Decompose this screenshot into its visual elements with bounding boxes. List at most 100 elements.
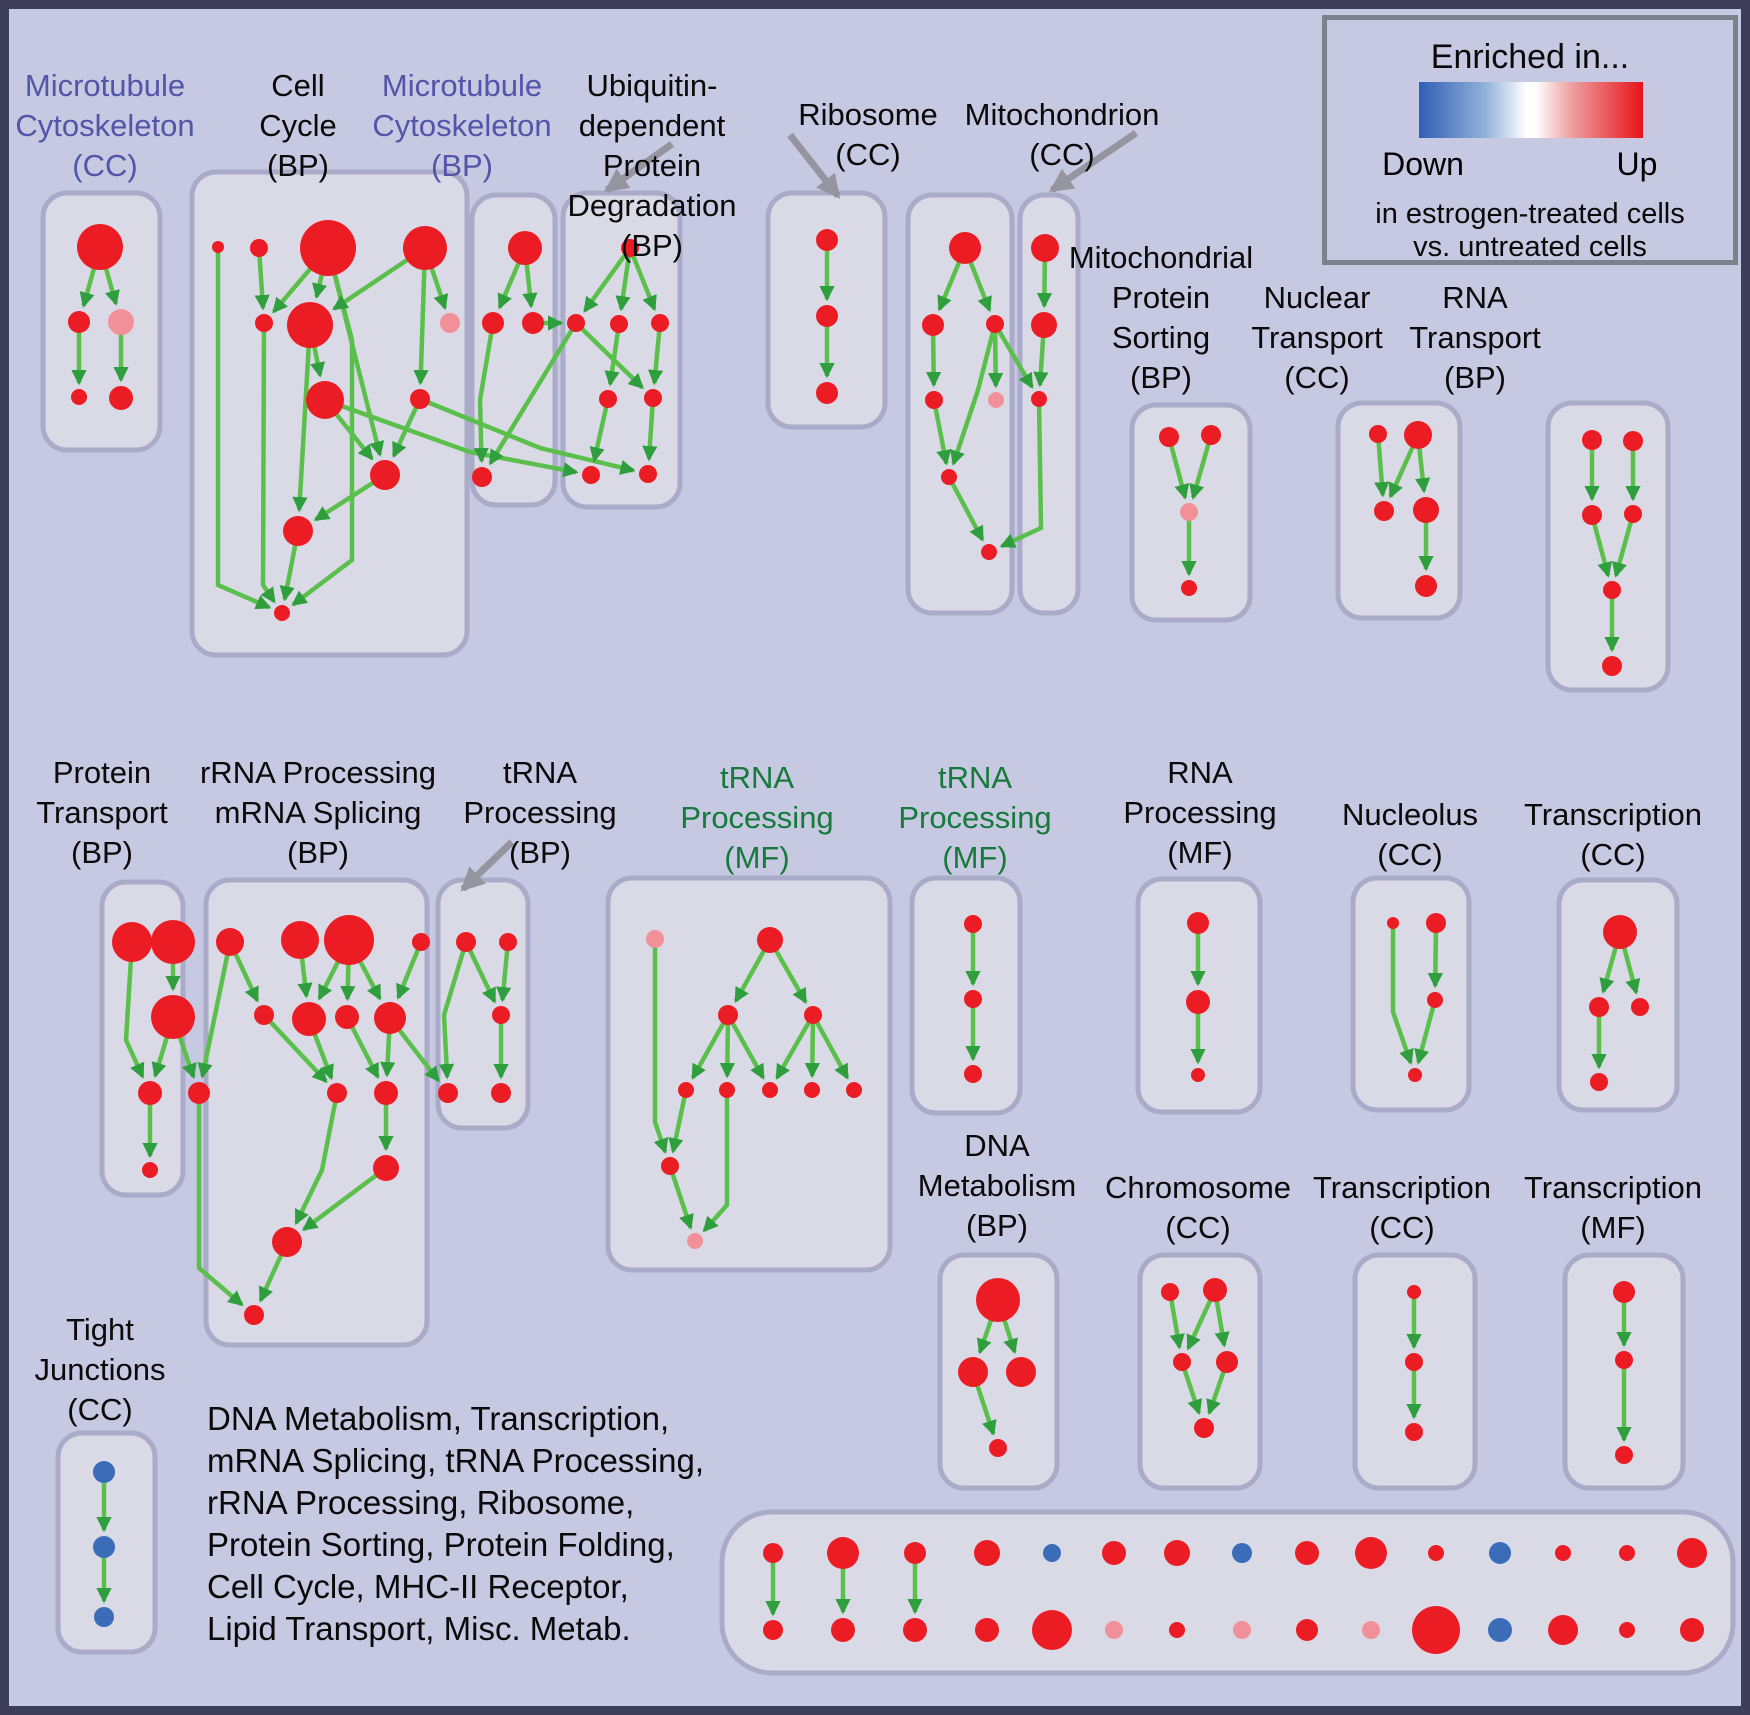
- edge-R4-R8: [396, 941, 424, 1000]
- edge-W1-W3: [463, 941, 497, 1004]
- edge-B1-B12: [215, 247, 272, 610]
- edge-Q4-Q5: [1612, 513, 1636, 578]
- edge-K1-K3: [1167, 1291, 1185, 1350]
- cluster-label-line: (BP): [287, 835, 349, 870]
- edge-V4-V8: [804, 1014, 821, 1079]
- cluster-label-line: Cycle: [259, 108, 337, 143]
- edge-B4-B9: [413, 247, 429, 386]
- cluster-label-line: (MF): [1167, 835, 1233, 870]
- go-term-node-V3: [718, 1005, 738, 1025]
- go-term-node-V6: [719, 1082, 735, 1098]
- label-pointer-arrow-1: [604, 141, 675, 193]
- go-term-node-V1: [646, 930, 664, 948]
- go-term-node-T1: [112, 922, 152, 962]
- go-term-node-P3: [1374, 501, 1394, 521]
- go-term-node-BB4: [975, 1618, 999, 1642]
- cluster-label-line: Cytoskeleton: [372, 108, 552, 143]
- go-term-node-V2: [757, 927, 783, 953]
- go-term-node-V5: [678, 1082, 694, 1098]
- edge-R5-R10: [262, 1013, 328, 1083]
- cluster-label-6: Mitochondrion (CC): [965, 95, 1160, 175]
- cluster-label-15: RNA Processing (MF): [1123, 753, 1276, 873]
- go-term-node-BT13: [1555, 1545, 1571, 1561]
- legend-title: Enriched in...: [1430, 38, 1630, 76]
- cluster-label-line: DNA: [964, 1128, 1030, 1163]
- go-term-node-Z2: [1589, 997, 1609, 1017]
- go-term-node-B1: [212, 241, 224, 253]
- legend-box: Enriched in... Down Up in estrogen-treat…: [1322, 15, 1738, 265]
- go-term-node-A3: [108, 309, 134, 335]
- go-term-node-B2: [250, 239, 268, 257]
- edge-F4-F6: [931, 399, 952, 466]
- go-term-node-BT14: [1619, 1545, 1635, 1561]
- go-term-node-C3: [522, 312, 544, 334]
- cluster-label-14: tRNA Processing (MF): [898, 758, 1051, 878]
- go-term-node-A5: [109, 386, 133, 410]
- cluster-label-line: dependent: [578, 108, 726, 143]
- go-term-node-D2: [958, 1357, 988, 1387]
- go-term-node-Q5: [1603, 581, 1621, 599]
- cluster-label-line: Protein: [1111, 280, 1211, 315]
- go-term-node-U4: [651, 314, 669, 332]
- cluster-label-10: Protein Transport (BP): [36, 753, 168, 873]
- go-term-node-Y2: [1426, 913, 1446, 933]
- edge-W2-W3: [496, 941, 512, 1003]
- cluster-label-line: Transcription: [1312, 1170, 1492, 1205]
- edge-U5-U7: [589, 398, 611, 463]
- go-term-node-R7: [335, 1005, 359, 1029]
- edge-P1-P3: [1374, 433, 1390, 498]
- go-term-node-BB2: [831, 1618, 855, 1642]
- edge-U2-U6: [574, 321, 644, 390]
- go-term-node-V11: [687, 1233, 703, 1249]
- go-term-node-K5: [1194, 1418, 1214, 1438]
- edge-B6-B11: [292, 324, 313, 513]
- go-term-node-BB7: [1169, 1622, 1185, 1638]
- go-term-node-P5: [1415, 575, 1437, 597]
- cluster-box-transcription-cc-1: [1556, 877, 1680, 1113]
- cluster-label-line: Cytoskeleton: [15, 108, 195, 143]
- cluster-label-line: tRNA: [719, 760, 795, 795]
- go-term-node-P2: [1404, 421, 1432, 449]
- go-term-node-F4: [925, 391, 943, 409]
- cluster-label-9: RNA Transport (BP): [1409, 278, 1541, 398]
- go-term-node-C4: [472, 467, 492, 487]
- go-term-node-BT11: [1428, 1545, 1444, 1561]
- go-term-node-BB6: [1105, 1621, 1123, 1639]
- go-term-node-BT12: [1489, 1542, 1511, 1564]
- cluster-label-line: (BP): [1443, 360, 1506, 395]
- cluster-label-line: (CC): [835, 137, 901, 172]
- go-term-node-U3: [610, 315, 628, 333]
- edge-V5-V10: [668, 1089, 689, 1154]
- go-term-node-V9: [846, 1082, 862, 1098]
- go-term-node-P1: [1369, 425, 1387, 443]
- go-term-node-T2: [151, 920, 195, 964]
- go-term-node-R10: [327, 1083, 347, 1103]
- cluster-label-line: rRNA Processing: [199, 755, 437, 790]
- cluster-label-line: Transport: [36, 795, 168, 830]
- cluster-label-line: Tight: [66, 1312, 134, 1347]
- go-term-node-Y1: [1387, 917, 1399, 929]
- go-term-node-BT1: [763, 1543, 783, 1563]
- cluster-label-line: (MF): [942, 840, 1008, 875]
- edge-U1-U3: [615, 247, 633, 312]
- go-term-node-B4: [403, 226, 447, 270]
- go-term-node-T3: [151, 995, 195, 1039]
- edge-V3-V6: [719, 1014, 736, 1079]
- go-term-node-W3: [492, 1006, 510, 1024]
- edge-V4-V7: [775, 1013, 815, 1080]
- go-term-node-F5: [988, 392, 1004, 408]
- cluster-label-7: Mitochondrial Protein Sorting (BP): [1069, 238, 1253, 398]
- go-term-node-U1: [621, 239, 639, 257]
- go-term-node-P4: [1413, 497, 1439, 523]
- go-term-node-C1: [508, 231, 542, 265]
- go-term-node-L2: [1405, 1353, 1423, 1371]
- go-term-node-Z1: [1603, 915, 1637, 949]
- note-line: DNA Metabolism, Transcription,: [207, 1400, 670, 1437]
- cluster-label-1: Microtubule Cytoskeleton (CC): [15, 66, 194, 186]
- cluster-label-16: Nucleolus (CC): [1342, 795, 1478, 875]
- edge-U1-U2: [582, 246, 632, 313]
- cluster-label-line: (CC): [67, 1392, 133, 1427]
- go-term-node-Y4: [1408, 1068, 1422, 1082]
- go-term-node-B9: [410, 389, 430, 409]
- cluster-label-line: mRNA Splicing: [214, 795, 422, 830]
